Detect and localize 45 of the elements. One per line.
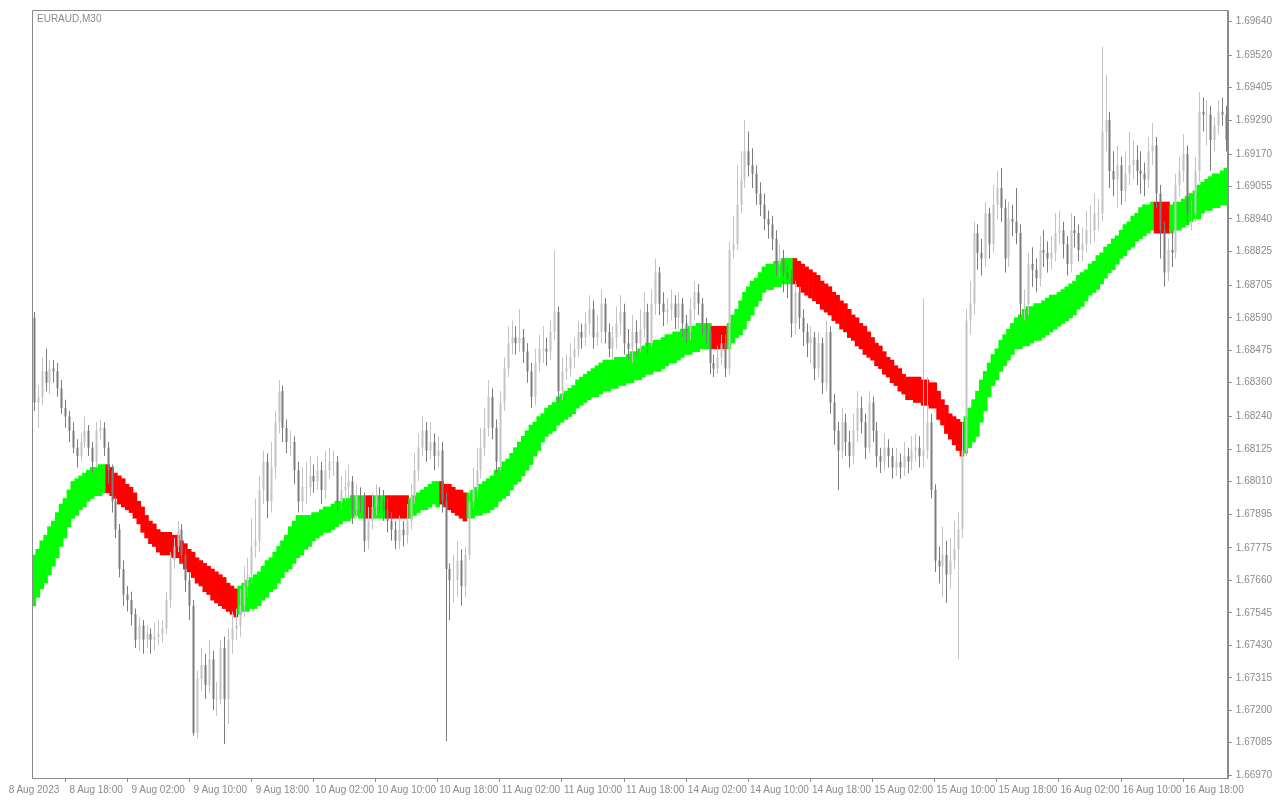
y-tick-label: 1.68825 — [1235, 245, 1273, 257]
x-tick-label: 9 Aug 10:00 — [193, 783, 248, 795]
y-tick-label: 1.67775 — [1235, 541, 1273, 553]
y-tick-label: 1.66970 — [1235, 768, 1273, 780]
y-tick-label: 1.69055 — [1235, 180, 1273, 192]
y-tick-label: 1.67085 — [1235, 736, 1273, 748]
y-tick-label: 1.67430 — [1235, 639, 1273, 651]
x-tick-label: 14 Aug 18:00 — [812, 783, 872, 795]
y-tick-label: 1.68125 — [1235, 442, 1273, 454]
y-tick-label: 1.67545 — [1235, 606, 1273, 618]
x-tick-label: 16 Aug 18:00 — [1184, 783, 1245, 795]
x-tick-label: 15 Aug 10:00 — [936, 783, 996, 795]
x-tick-label: 10 Aug 02:00 — [315, 783, 375, 795]
y-tick-label: 1.69405 — [1235, 81, 1273, 93]
y-tick-label: 1.69170 — [1235, 147, 1273, 159]
x-tick-label: 11 Aug 02:00 — [501, 783, 561, 795]
y-tick-label: 1.67895 — [1235, 507, 1273, 519]
x-tick-label: 15 Aug 02:00 — [874, 783, 934, 795]
y-tick-label: 1.69520 — [1235, 48, 1273, 60]
x-tick-label: 16 Aug 02:00 — [1060, 783, 1120, 795]
x-tick-label: 8 Aug 18:00 — [69, 783, 124, 795]
chart-title: EURAUD,M30 — [37, 12, 102, 24]
x-tick-label: 16 Aug 10:00 — [1122, 783, 1183, 795]
y-tick-label: 1.68590 — [1235, 311, 1273, 323]
y-tick-label: 1.68705 — [1235, 279, 1273, 291]
x-tick-label: 10 Aug 10:00 — [377, 783, 437, 795]
x-tick-label: 11 Aug 10:00 — [563, 783, 623, 795]
x-tick-label: 9 Aug 02:00 — [131, 783, 186, 795]
x-tick-label: 14 Aug 10:00 — [749, 783, 810, 795]
y-tick-label: 1.67200 — [1235, 703, 1273, 715]
y-tick-label: 1.68475 — [1235, 343, 1273, 355]
x-tick-label: 15 Aug 18:00 — [998, 783, 1058, 795]
y-tick-label: 1.68940 — [1235, 212, 1273, 224]
y-tick-label: 1.68360 — [1235, 376, 1273, 388]
y-tick-label: 1.67660 — [1235, 574, 1273, 586]
y-tick-label: 1.68010 — [1235, 475, 1273, 487]
x-tick-label: 8 Aug 2023 — [8, 783, 60, 795]
x-tick-label: 9 Aug 18:00 — [255, 783, 310, 795]
x-tick-label: 14 Aug 02:00 — [687, 783, 748, 795]
y-tick-label: 1.69640 — [1235, 15, 1273, 27]
y-tick-label: 1.68240 — [1235, 410, 1273, 422]
x-tick-label: 11 Aug 18:00 — [626, 783, 685, 795]
x-tick-label: 10 Aug 18:00 — [439, 783, 499, 795]
y-tick-label: 1.67315 — [1235, 671, 1273, 683]
y-tick-label: 1.69290 — [1235, 113, 1273, 125]
